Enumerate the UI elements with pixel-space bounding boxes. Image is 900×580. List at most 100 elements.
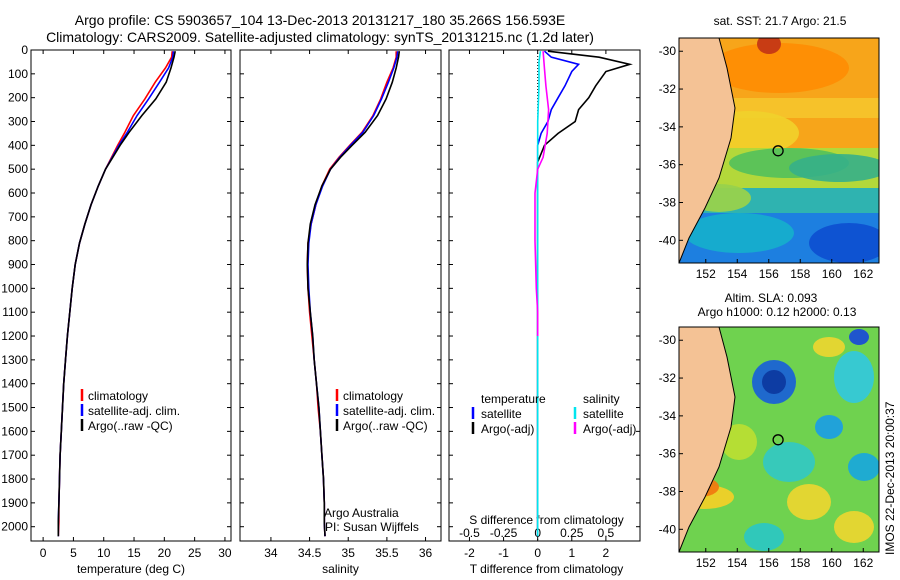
sst-lon-tick-label: 152: [696, 267, 716, 281]
depth-tick-label: 1800: [1, 472, 28, 486]
temperature-xtick-label: 15: [127, 546, 141, 560]
difference-salinity-tick-label: -0.5: [459, 526, 480, 540]
difference-legend-temperature-label: Argo(-adj): [481, 422, 534, 436]
salinity-xtick-label: 34: [264, 546, 278, 560]
temperature-xtick-label: 30: [218, 546, 232, 560]
difference-salinity-tick-label: 0.25: [560, 526, 584, 540]
sst-lat-tick-label: -34: [659, 120, 677, 134]
depth-tick-label: 1900: [1, 496, 28, 510]
figure-title-line1: Argo profile: CS 5903657_104 13-Dec-2013…: [74, 12, 566, 28]
depth-tick-label: 1200: [1, 329, 28, 343]
sst-lat-tick-label: -30: [659, 44, 677, 58]
sla-lon-tick-label: 162: [853, 556, 873, 570]
sla-map-frame: [678, 326, 880, 553]
sla-anomaly-14: [849, 329, 869, 345]
depth-tick-label: 900: [8, 258, 28, 272]
sla-anomaly-3: [815, 415, 843, 439]
depth-tick-label: 2000: [1, 520, 28, 534]
sla-anomaly-2: [834, 351, 874, 403]
sst-lon-tick-label: 154: [727, 267, 747, 281]
sst-lat-tick-label: -38: [659, 195, 677, 209]
sst-hot-spot: [757, 38, 781, 54]
sla-land-inner: [679, 327, 717, 507]
sst-map-field: [679, 38, 879, 263]
figure-title-line2: Climatology: CARS2009. Satellite-adjuste…: [46, 29, 594, 45]
sla-lon-tick-label: 156: [759, 556, 779, 570]
difference-legend-temperature-title: temperature: [481, 392, 546, 406]
sla-lon-tick-label: 160: [822, 556, 842, 570]
difference-xtick-label: -2: [464, 546, 475, 560]
depth-tick-label: 300: [8, 115, 28, 129]
salinity-difference-label: S difference from climatology: [469, 513, 624, 527]
difference-xtick-label: 1: [568, 546, 575, 560]
depth-tick-label: 500: [8, 162, 28, 176]
sst-map-title: sat. SST: 21.7 Argo: 21.5: [714, 14, 847, 28]
difference-legend-temperature-label: satellite: [481, 407, 522, 421]
depth-tick-label: 1500: [1, 401, 28, 415]
temperature-xtick-label: 0: [40, 546, 47, 560]
sla-anomaly-10: [787, 484, 831, 520]
sla-lon-tick-label: 158: [790, 556, 810, 570]
salinity-xlabel: salinity: [322, 562, 359, 576]
sla-lat-tick-label: -30: [659, 333, 677, 347]
sla-lon-tick-label: 152: [696, 556, 716, 570]
difference-salinity-tick-label: 0.5: [598, 526, 615, 540]
depth-tick-label: 1100: [2, 305, 28, 319]
sla-map-subtitle: Argo h1000: 0.12 h2000: 0.13: [698, 305, 857, 319]
depth-tick-label: 600: [8, 186, 28, 200]
sst-map-frame: [678, 37, 880, 264]
sla-lat-tick-label: -32: [659, 371, 677, 385]
sst-lat-tick-label: -32: [659, 82, 677, 96]
imos-timestamp: IMOS 22-Dec-2013 20:00:37: [883, 401, 897, 555]
depth-tick-label: 1600: [1, 424, 28, 438]
salinity-xtick-label: 35: [342, 546, 356, 560]
sla-lon-tick-label: 154: [727, 556, 747, 570]
salinity-xtick-label: 36: [419, 546, 433, 560]
temperature-xtick-label: 10: [97, 546, 111, 560]
sla-anomaly-6: [721, 424, 757, 460]
sla-anomaly-13: [813, 337, 845, 357]
sst-lon-tick-label: 162: [853, 267, 873, 281]
depth-tick-label: 100: [8, 67, 28, 81]
sla-float-marker: [772, 434, 784, 446]
sla-map-field: [679, 327, 879, 552]
pi-credit: PI: Susan Wijffels: [325, 520, 419, 534]
sla-map-title: Altim. SLA: 0.093: [725, 291, 818, 305]
sst-lon-tick-label: 158: [790, 267, 810, 281]
sla-anomaly-12: [744, 523, 784, 551]
difference-xtick-label: -1: [498, 546, 509, 560]
difference-legend-salinity-title: salinity: [583, 392, 620, 406]
temperature-plot-frame: [30, 49, 232, 542]
sla-lat-tick-label: -40: [659, 522, 677, 536]
sst-cyan-patch: [684, 213, 794, 253]
temperature-legend-label: climatology: [88, 389, 148, 403]
difference-plot-frame: [448, 49, 641, 542]
temperature-xtick-label: 25: [188, 546, 202, 560]
depth-tick-label: 200: [8, 91, 28, 105]
temperature-legend-label: Argo(..raw -QC): [88, 419, 173, 433]
temperature-legend-label: satellite-adj. clim.: [88, 404, 180, 418]
sla-anomaly-4: [848, 453, 879, 481]
temperature-series-2-line: [57, 51, 176, 537]
sla-lat-tick-label: -36: [659, 447, 677, 461]
depth-tick-label: 1400: [1, 377, 28, 391]
sst-lat-tick-label: -40: [659, 233, 677, 247]
salinity-xtick-label: 35.5: [375, 546, 399, 560]
salinity-legend-label: climatology: [343, 389, 403, 403]
depth-tick-label: 1700: [1, 448, 28, 462]
depth-tick-label: 1000: [1, 281, 28, 295]
depth-tick-label: 700: [8, 210, 28, 224]
sla-lat-tick-label: -34: [659, 409, 677, 423]
depth-tick-label: 0: [21, 43, 28, 57]
salinity-plot-frame: [239, 49, 442, 542]
sla-anomaly-5: [763, 442, 815, 482]
salinity-legend-label: satellite-adj. clim.: [343, 404, 435, 418]
sst-deep-blue: [809, 223, 879, 263]
sst-warm-patch: [709, 43, 849, 93]
difference-legend-salinity-label: satellite: [583, 407, 624, 421]
difference-series-2-line: [536, 51, 542, 537]
difference-series-3-line: [534, 51, 550, 336]
sla-anomaly-1: [762, 370, 786, 394]
temperature-xtick-label: 20: [158, 546, 172, 560]
